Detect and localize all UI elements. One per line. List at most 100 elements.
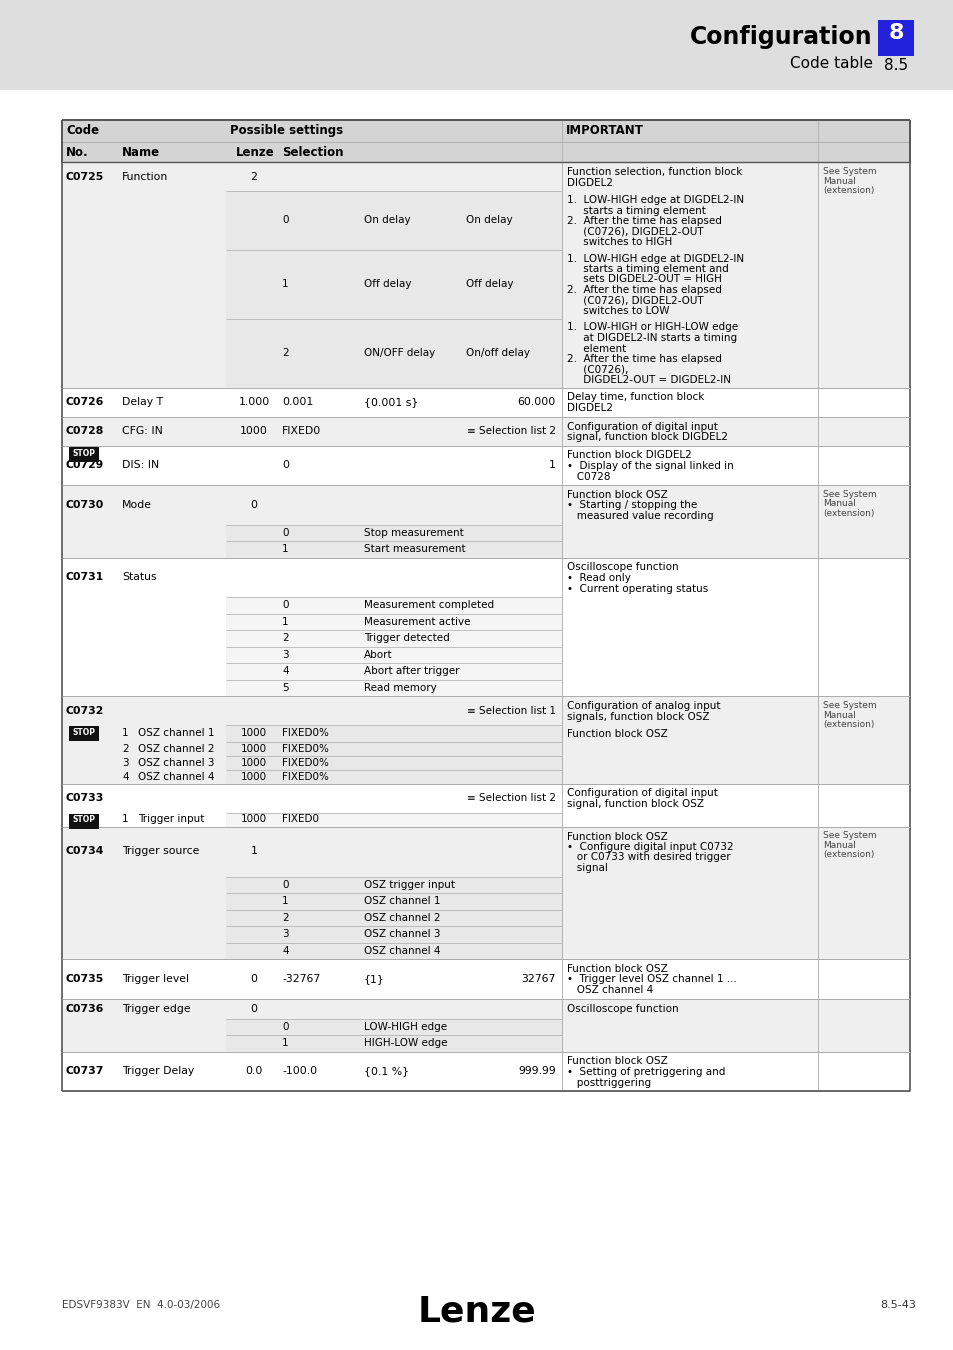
Text: •  Trigger level OSZ channel 1 ...: • Trigger level OSZ channel 1 ...	[566, 975, 736, 984]
Text: 0: 0	[282, 601, 288, 610]
Text: Trigger level: Trigger level	[122, 973, 189, 984]
Bar	[62, 826, 909, 958]
Bar	[226, 679, 561, 697]
Bar	[226, 741, 561, 756]
Text: No.: No.	[66, 146, 89, 159]
Text: Trigger input: Trigger input	[138, 814, 204, 825]
Bar	[226, 942, 561, 958]
Text: 2: 2	[282, 913, 289, 923]
Text: Trigger Delay: Trigger Delay	[122, 1066, 194, 1076]
Text: HIGH-LOW edge: HIGH-LOW edge	[364, 1038, 447, 1048]
Text: C0737: C0737	[66, 1066, 104, 1076]
Text: (extension): (extension)	[822, 720, 874, 729]
Text: or C0733 with desired trigger: or C0733 with desired trigger	[566, 852, 730, 863]
Text: •  Configure digital input C0732: • Configure digital input C0732	[566, 842, 733, 852]
Text: 0.001: 0.001	[282, 397, 313, 406]
Text: Lenze: Lenze	[235, 146, 274, 159]
Text: signal, function block OSZ: signal, function block OSZ	[566, 799, 703, 809]
Text: Function selection, function block: Function selection, function block	[566, 167, 741, 177]
Text: FIXED0%: FIXED0%	[282, 744, 329, 753]
Text: posttriggering: posttriggering	[566, 1077, 651, 1088]
Text: C0732: C0732	[66, 706, 104, 716]
Text: Mode: Mode	[122, 500, 152, 510]
Text: Function block OSZ: Function block OSZ	[566, 729, 667, 738]
Text: OSZ trigger input: OSZ trigger input	[364, 880, 455, 890]
Text: Abort after trigger: Abort after trigger	[364, 667, 459, 676]
Text: LOW-HIGH edge: LOW-HIGH edge	[364, 1022, 447, 1031]
Text: On delay: On delay	[364, 215, 410, 225]
Text: OSZ channel 1: OSZ channel 1	[138, 728, 214, 738]
Text: 1: 1	[251, 846, 257, 856]
Bar	[226, 663, 561, 679]
Text: Function block DIGDEL2: Function block DIGDEL2	[566, 451, 691, 460]
Bar	[226, 250, 561, 319]
Bar	[62, 446, 909, 485]
Text: Abort: Abort	[364, 649, 393, 660]
Text: •  Read only: • Read only	[566, 572, 630, 583]
Text: Selection: Selection	[282, 146, 343, 159]
Text: signals, function block OSZ: signals, function block OSZ	[566, 711, 709, 721]
Bar	[226, 647, 561, 663]
Text: 1000: 1000	[241, 771, 267, 782]
Text: 1.  LOW-HIGH or HIGH-LOW edge: 1. LOW-HIGH or HIGH-LOW edge	[566, 323, 738, 332]
Text: Manual: Manual	[822, 177, 855, 185]
Text: 1.  LOW-HIGH edge at DIGDEL2-IN: 1. LOW-HIGH edge at DIGDEL2-IN	[566, 254, 743, 263]
Text: (extension): (extension)	[822, 509, 874, 518]
Text: STOP: STOP	[72, 815, 95, 825]
Text: Configuration of analog input: Configuration of analog input	[566, 701, 720, 711]
Text: (C0726),: (C0726),	[566, 364, 628, 374]
Text: 2.  After the time has elapsed: 2. After the time has elapsed	[566, 216, 721, 225]
Text: Lenze: Lenze	[417, 1295, 536, 1328]
Text: Trigger detected: Trigger detected	[364, 633, 449, 643]
Text: Manual: Manual	[822, 841, 855, 850]
Text: 0: 0	[251, 973, 257, 984]
Text: EDSVF9383V  EN  4.0-03/2006: EDSVF9383V EN 4.0-03/2006	[62, 1300, 220, 1310]
Text: DIGDEL2: DIGDEL2	[566, 404, 613, 413]
Bar	[226, 190, 561, 250]
Text: See System: See System	[822, 490, 876, 500]
Text: Off delay: Off delay	[465, 279, 513, 289]
Text: On/off delay: On/off delay	[465, 348, 530, 358]
Text: 0: 0	[282, 1022, 288, 1031]
Text: CFG: IN: CFG: IN	[122, 427, 163, 436]
Text: C0728: C0728	[66, 427, 104, 436]
Text: Function block OSZ: Function block OSZ	[566, 832, 667, 841]
Bar	[226, 597, 561, 613]
Bar	[226, 910, 561, 926]
Text: measured value recording: measured value recording	[566, 512, 713, 521]
Text: 1: 1	[122, 814, 129, 825]
Bar	[62, 162, 909, 387]
Text: (C0726), DIGDEL2-OUT: (C0726), DIGDEL2-OUT	[566, 296, 703, 305]
Text: 5: 5	[282, 683, 289, 693]
Text: OSZ channel 3: OSZ channel 3	[138, 757, 214, 768]
Text: 2: 2	[282, 348, 289, 358]
Text: IMPORTANT: IMPORTANT	[565, 124, 643, 136]
Text: OSZ channel 4: OSZ channel 4	[566, 986, 653, 995]
Bar	[62, 783, 909, 826]
Bar	[226, 1035, 561, 1052]
Text: 1000: 1000	[241, 728, 267, 738]
Text: On delay: On delay	[465, 215, 512, 225]
Text: FIXED0: FIXED0	[282, 814, 318, 825]
Text: 1: 1	[282, 544, 289, 555]
Text: OSZ channel 3: OSZ channel 3	[364, 929, 440, 940]
Text: Function block OSZ: Function block OSZ	[566, 490, 667, 500]
Text: Oscilloscope function: Oscilloscope function	[566, 1003, 678, 1014]
Text: 999.99: 999.99	[517, 1066, 556, 1076]
Text: OSZ channel 4: OSZ channel 4	[364, 946, 440, 956]
Bar	[226, 926, 561, 942]
Text: 3: 3	[282, 929, 289, 940]
Text: 1: 1	[282, 1038, 289, 1048]
Text: Function block OSZ: Function block OSZ	[566, 964, 667, 973]
Bar	[69, 447, 99, 462]
Text: OSZ channel 4: OSZ channel 4	[138, 771, 214, 782]
Text: FIXED0%: FIXED0%	[282, 757, 329, 768]
Text: at DIGDEL2-IN starts a timing: at DIGDEL2-IN starts a timing	[566, 333, 737, 343]
Text: 2: 2	[122, 744, 129, 753]
Text: Off delay: Off delay	[364, 279, 411, 289]
Bar	[226, 892, 561, 910]
Bar	[62, 120, 909, 142]
Text: 2.  After the time has elapsed: 2. After the time has elapsed	[566, 354, 721, 364]
Text: 0: 0	[282, 528, 288, 537]
Text: Start measurement: Start measurement	[364, 544, 465, 555]
